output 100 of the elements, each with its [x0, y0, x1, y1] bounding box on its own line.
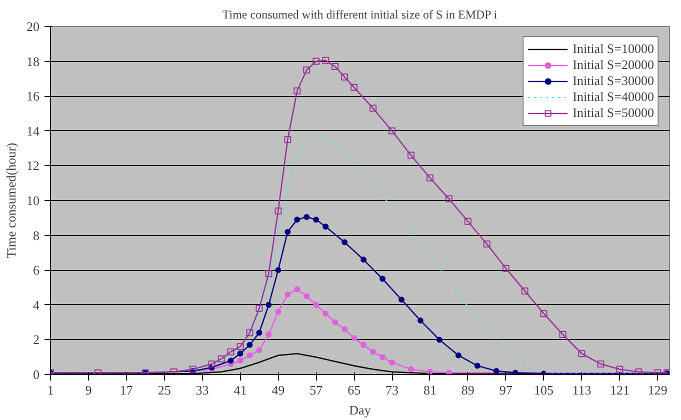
point — [322, 224, 329, 230]
y-tick-label: 2 — [33, 332, 40, 348]
x-tick-label: 113 — [572, 382, 592, 398]
point — [408, 366, 414, 372]
point — [265, 270, 272, 278]
point — [94, 369, 102, 374]
point — [370, 104, 377, 112]
point — [294, 286, 300, 292]
point — [342, 326, 348, 332]
x-tick-label: 9 — [85, 382, 92, 398]
x-tick-label: 33 — [196, 382, 209, 398]
legend-label: Initial S=50000 — [572, 105, 654, 121]
x-tick-label: 129 — [648, 382, 668, 398]
point — [284, 136, 292, 144]
point — [313, 216, 320, 223]
legend-label: Initial S=20000 — [572, 57, 654, 73]
y-tick-label: 12 — [26, 158, 40, 174]
point — [407, 152, 414, 159]
point — [398, 296, 405, 303]
point — [436, 336, 442, 343]
point — [455, 352, 462, 358]
point — [246, 342, 253, 348]
point — [426, 174, 434, 182]
point — [266, 302, 272, 308]
point — [483, 240, 490, 248]
point — [218, 355, 225, 362]
x-tick-label: 41 — [234, 382, 247, 398]
legend-label: Initial S=30000 — [572, 73, 654, 89]
point — [236, 343, 244, 350]
x-tick-label: 25 — [158, 382, 171, 398]
point — [616, 366, 624, 373]
point — [313, 302, 320, 308]
point — [380, 276, 386, 282]
point — [304, 214, 310, 220]
point — [351, 334, 358, 341]
x-tick-label: 49 — [272, 382, 285, 398]
point — [275, 267, 282, 274]
y-tick-label: 16 — [26, 88, 40, 104]
point — [521, 287, 528, 294]
point — [275, 308, 282, 315]
point — [294, 216, 300, 223]
chart-title: Time consumed with different initial size of S in EMDP i — [222, 8, 498, 22]
x-tick-label: 65 — [348, 382, 361, 398]
y-tick-label: 10 — [26, 193, 40, 208]
point — [445, 195, 452, 202]
x-tick-label: 17 — [120, 382, 134, 398]
x-tick-label: 97 — [499, 382, 513, 398]
point — [464, 218, 472, 225]
y-tick-label: 20 — [26, 19, 40, 34]
legend-label: Initial S=40000 — [572, 89, 654, 105]
point — [635, 368, 642, 374]
y-tick-label: 6 — [33, 262, 40, 278]
x-tick-label: 81 — [423, 382, 436, 398]
point — [256, 330, 262, 336]
point — [360, 342, 367, 348]
x-tick-label: 1 — [47, 382, 54, 398]
x-tick-label: 89 — [461, 382, 474, 398]
point — [597, 360, 604, 368]
point — [380, 354, 386, 360]
point — [341, 73, 348, 80]
point — [237, 350, 244, 357]
point — [332, 63, 339, 70]
point — [237, 358, 244, 364]
point — [446, 370, 452, 374]
y-axis-title: Time consumed(hour) — [4, 142, 18, 258]
point — [417, 318, 424, 324]
y-tick-label: 0 — [33, 367, 40, 382]
legend-label: Initial S=10000 — [572, 41, 654, 57]
point — [208, 360, 216, 368]
point — [189, 366, 196, 373]
point — [388, 127, 396, 134]
x-tick-label: 57 — [310, 382, 324, 398]
x-tick-label: 73 — [386, 382, 399, 398]
point — [502, 264, 510, 272]
y-tick-label: 18 — [26, 54, 40, 69]
point — [303, 66, 310, 74]
y-tick-label: 4 — [33, 297, 40, 312]
point — [256, 304, 263, 312]
point — [294, 87, 301, 94]
point — [654, 369, 662, 374]
point — [426, 368, 433, 374]
y-tick-label: 8 — [33, 228, 40, 243]
point — [170, 368, 178, 374]
point — [266, 331, 272, 338]
x-axis-title: Day — [349, 402, 372, 418]
point — [540, 310, 548, 318]
point — [578, 350, 586, 358]
point — [370, 348, 376, 355]
point — [256, 347, 262, 354]
point — [360, 256, 367, 263]
point — [312, 58, 320, 65]
point — [274, 207, 282, 214]
point — [512, 370, 518, 374]
point — [559, 330, 566, 338]
point — [246, 352, 253, 358]
point — [493, 368, 500, 374]
point — [322, 56, 330, 64]
point — [304, 293, 310, 300]
x-tick-label: 105 — [534, 382, 554, 398]
x-tick-label: 121 — [610, 382, 630, 398]
